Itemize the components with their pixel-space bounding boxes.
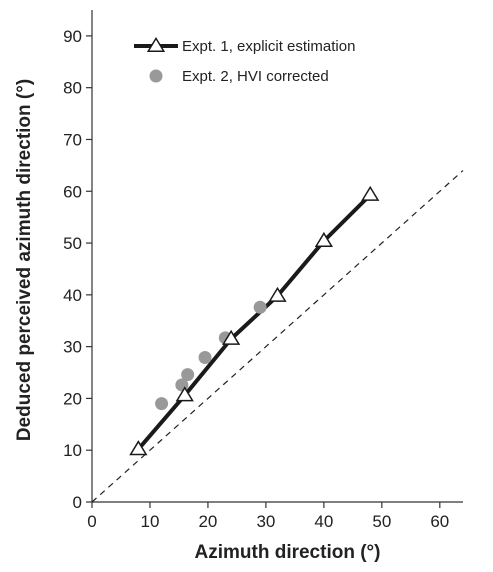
series-2-point — [198, 351, 212, 365]
reference-line — [91, 170, 464, 503]
y-tick-label: 0 — [73, 493, 82, 512]
y-tick-label: 40 — [63, 286, 82, 305]
legend: Expt. 1, explicit estimation Expt. 2, HVI… — [134, 36, 355, 85]
axes: 0 10 20 30 40 50 60 70 80 90 0 10 20 30 40 50 60 — [63, 10, 463, 531]
series-layer — [129, 185, 380, 456]
series-1-line — [136, 193, 372, 451]
y-tick-label: 30 — [63, 338, 82, 357]
x-tick-label: 50 — [372, 512, 391, 531]
legend-series-1-label: Expt. 1, explicit estimation — [182, 38, 355, 55]
series-1-point — [175, 386, 194, 402]
y-tick-label: 50 — [63, 234, 82, 253]
x-axis-title: Azimuth direction (°) — [195, 542, 381, 563]
series-2-point — [155, 397, 169, 411]
series-1-point — [221, 329, 241, 345]
x-tick-label: 0 — [87, 512, 96, 531]
series-1-point — [361, 185, 380, 201]
series-2-point — [181, 368, 195, 382]
x-tick-label: 20 — [198, 512, 217, 531]
series-1-point — [268, 286, 287, 302]
x-tick-label: 10 — [141, 512, 160, 531]
x-tick-label: 60 — [430, 512, 449, 531]
x-tick-label: 30 — [256, 512, 275, 531]
series-1-point — [129, 440, 148, 456]
legend-series-1-marker — [146, 36, 166, 53]
legend-series-2-marker — [149, 69, 163, 83]
series-2-point — [253, 300, 267, 314]
legend-series-2-label: Expt. 2, HVI corrected — [182, 68, 329, 85]
x-tick-label: 40 — [314, 512, 333, 531]
y-tick-label: 10 — [63, 441, 82, 460]
y-tick-label: 90 — [63, 27, 82, 46]
y-tick-label: 20 — [63, 389, 82, 408]
y-axis-title: Deduced perceived azimuth direction (°) — [14, 79, 35, 441]
series-1-point — [314, 231, 334, 247]
y-tick-label: 60 — [63, 182, 82, 201]
reference-line-layer — [91, 170, 464, 503]
y-tick-label: 80 — [63, 79, 82, 98]
y-tick-label: 70 — [63, 130, 82, 149]
